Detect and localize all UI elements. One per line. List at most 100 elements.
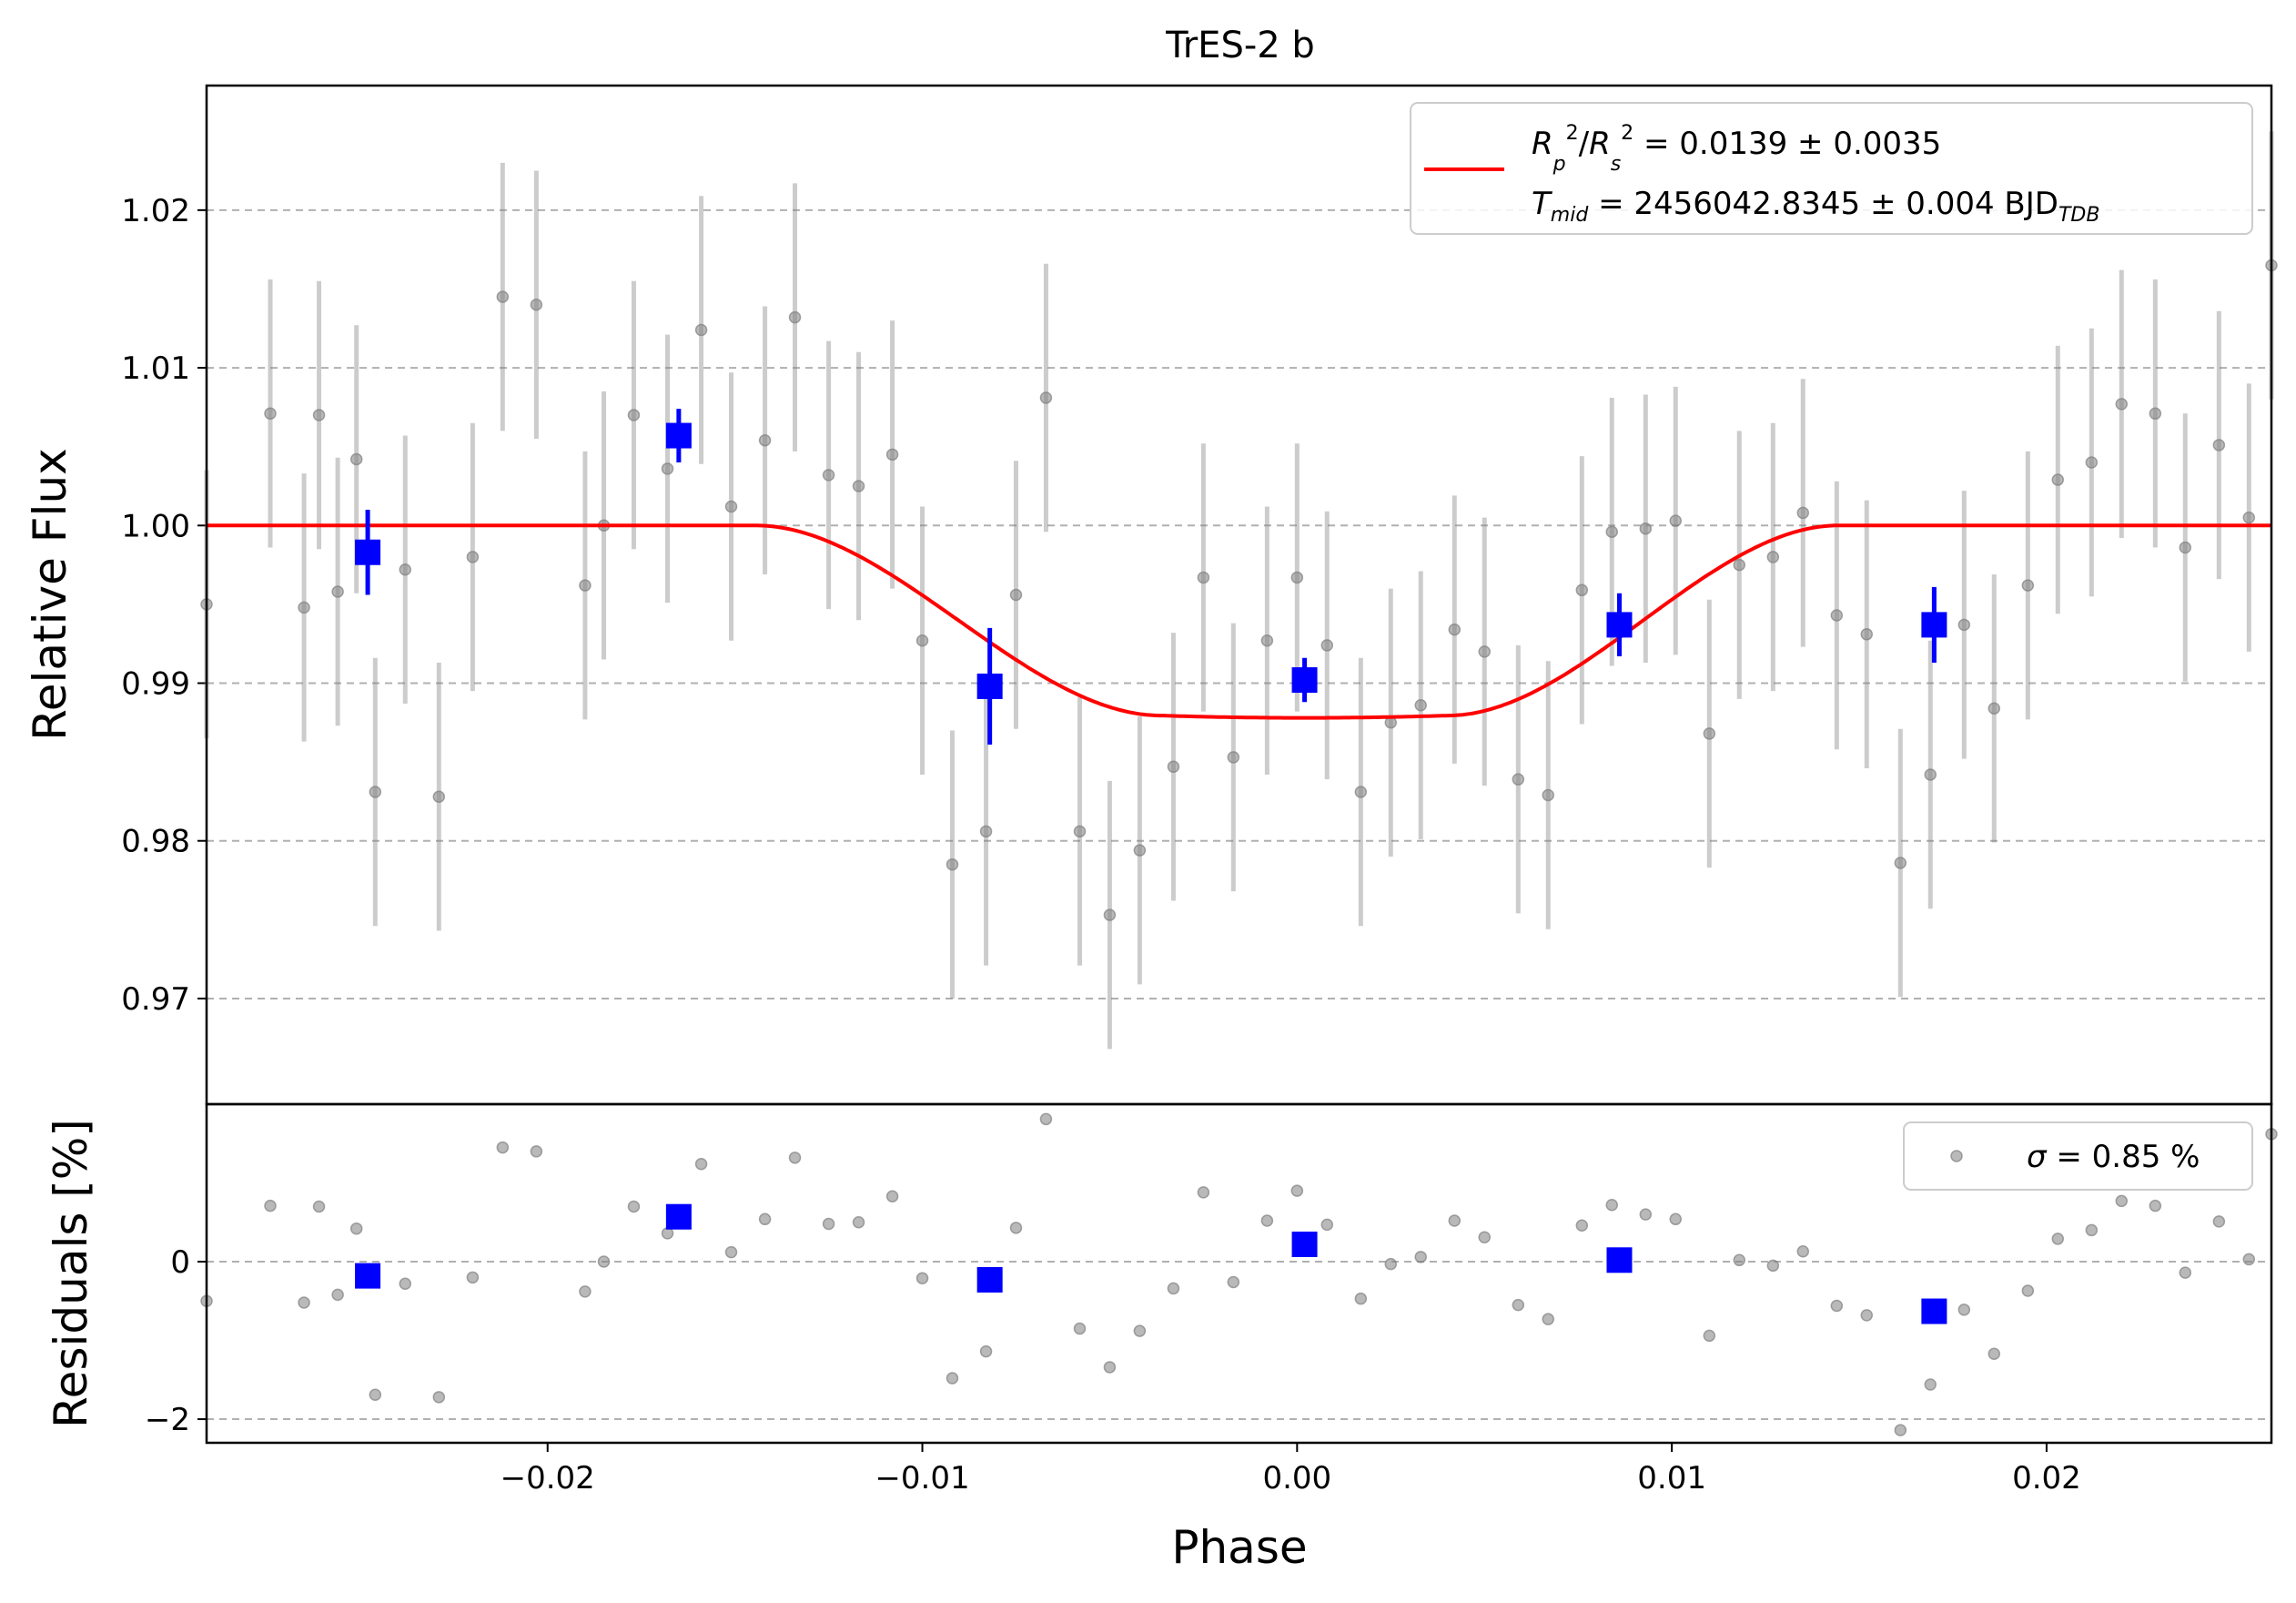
residual-raw-point (1073, 1322, 1087, 1335)
raw-data-point (2051, 473, 2065, 486)
top-legend: Rp2/Rs2 = 0.0139 ± 0.0035 Tmid = 2456042… (1410, 102, 2253, 235)
raw-data-point (1073, 825, 1087, 838)
residual-raw-point (331, 1288, 344, 1302)
raw-data-point (1354, 786, 1368, 798)
residual-raw-point (530, 1145, 543, 1158)
raw-error-bars (204, 131, 2274, 1050)
raw-data-point (1448, 623, 1462, 636)
raw-data-point (1227, 751, 1240, 764)
residual-raw-point (2212, 1215, 2226, 1228)
raw-data-point (1639, 522, 1653, 535)
binned-data-points (355, 409, 1947, 746)
x-tick-label: 0.00 (1262, 1460, 1331, 1496)
residual-raw-point (1320, 1218, 1334, 1232)
residual-raw-point (758, 1212, 772, 1226)
residual-raw-point (264, 1199, 277, 1212)
raw-data-point (1733, 558, 1745, 572)
raw-data-point (1830, 609, 1844, 622)
raw-data-point (1860, 628, 1874, 641)
residual-raw-point (1039, 1112, 1053, 1126)
residual-raw-point (1796, 1245, 1810, 1258)
residual-raw-point (1133, 1324, 1147, 1337)
residual-raw-point (1448, 1214, 1462, 1227)
x-tick-label: −0.01 (875, 1460, 969, 1496)
raw-data-point (530, 299, 543, 311)
raw-data-point (627, 409, 641, 421)
residual-raw-point (2115, 1194, 2129, 1208)
raw-data-point (1009, 588, 1023, 602)
x-tick-label: 0.02 (2012, 1460, 2081, 1496)
residual-raw-point (1605, 1198, 1618, 1212)
legend-sigma: σ = 0.85 % (2027, 1139, 2200, 1175)
top-y-tick-label: 0.97 (121, 981, 190, 1018)
raw-data-point (349, 452, 363, 466)
residual-raw-point (1542, 1313, 1554, 1325)
raw-data-point (2115, 398, 2129, 411)
top-legend-box (1410, 102, 2253, 235)
residual-binned-point (1606, 1247, 1633, 1273)
bottom-y-ticks: −2 0 (145, 1244, 207, 1438)
raw-data-point (788, 310, 802, 324)
top-gridlines (207, 208, 2271, 999)
x-tick-label: −0.02 (501, 1460, 595, 1496)
legend-radius-ratio: Rp2/Rs2 = 0.0139 ± 0.0035 (1532, 122, 1941, 176)
x-axis-label: Phase (1171, 1521, 1307, 1574)
raw-data-point (496, 290, 510, 303)
residual-raw-point (1924, 1378, 1937, 1391)
raw-data-point (822, 469, 835, 482)
residual-raw-point (915, 1272, 929, 1284)
residual-raw-point (1512, 1298, 1525, 1312)
raw-data-point (1542, 788, 1554, 802)
residual-raw-point (1414, 1251, 1427, 1263)
bottom-y-tick-label: 0 (170, 1244, 190, 1281)
raw-data-point (264, 407, 277, 421)
residual-raw-point (1354, 1292, 1368, 1305)
raw-data-point (758, 433, 772, 447)
residual-raw-point (1009, 1222, 1023, 1234)
residual-raw-point (1167, 1282, 1180, 1295)
residual-raw-point (1227, 1275, 1240, 1289)
residuals-panel: −2 0 −0.02 −0.01 0.00 0.01 0.02 Residuals [%]… (45, 1102, 2278, 1574)
transit-model-curve (207, 523, 2271, 720)
residual-raw-point (1103, 1361, 1117, 1374)
top-y-tick-label: 1.01 (121, 350, 190, 387)
residual-raw-point (369, 1388, 382, 1401)
residual-raw-point (1957, 1304, 1971, 1316)
residual-binned-point (665, 1203, 692, 1230)
raw-data-point (885, 448, 899, 462)
raw-data-point (1414, 699, 1427, 712)
residual-raw-point (2179, 1266, 2192, 1279)
residual-raw-point (1830, 1299, 1844, 1313)
residual-raw-point (349, 1222, 363, 1235)
residual-raw-point (1860, 1309, 1874, 1322)
residual-binned-point (1921, 1298, 1947, 1324)
raw-data-point (1133, 844, 1147, 857)
raw-data-point (1167, 760, 1180, 774)
raw-data-point (1512, 773, 1525, 786)
raw-data-point (312, 409, 326, 421)
residual-raw-point (1478, 1231, 1491, 1243)
raw-data-point (369, 786, 382, 798)
top-y-ticks: 0.97 0.98 0.99 1.00 1.01 1.02 (121, 193, 207, 1018)
raw-data-point (1605, 525, 1618, 538)
residual-raw-point (1260, 1214, 1274, 1227)
raw-data-point (1796, 506, 1810, 520)
residual-raw-point (2149, 1199, 2162, 1212)
residual-raw-point (298, 1296, 310, 1309)
residual-raw-point (979, 1344, 993, 1358)
raw-data-point (1039, 391, 1053, 404)
raw-data-point (694, 323, 708, 337)
binned-data-point (1606, 612, 1633, 638)
top-y-tick-label: 1.02 (121, 193, 190, 229)
bottom-axes-frame (205, 1102, 2273, 1445)
top-axes-frame (205, 84, 2273, 1106)
raw-data-point (946, 857, 959, 871)
residual-raw-point (1575, 1219, 1589, 1232)
top-y-tick-label: 1.00 (121, 508, 190, 544)
bottom-legend: σ = 0.85 % (1903, 1121, 2253, 1191)
residual-raw-point (1290, 1184, 1304, 1197)
chart-title: TrES-2 b (1165, 25, 1315, 66)
raw-data-point (979, 825, 993, 838)
residual-raw-point (2242, 1253, 2256, 1266)
raw-data-point (2149, 407, 2162, 421)
